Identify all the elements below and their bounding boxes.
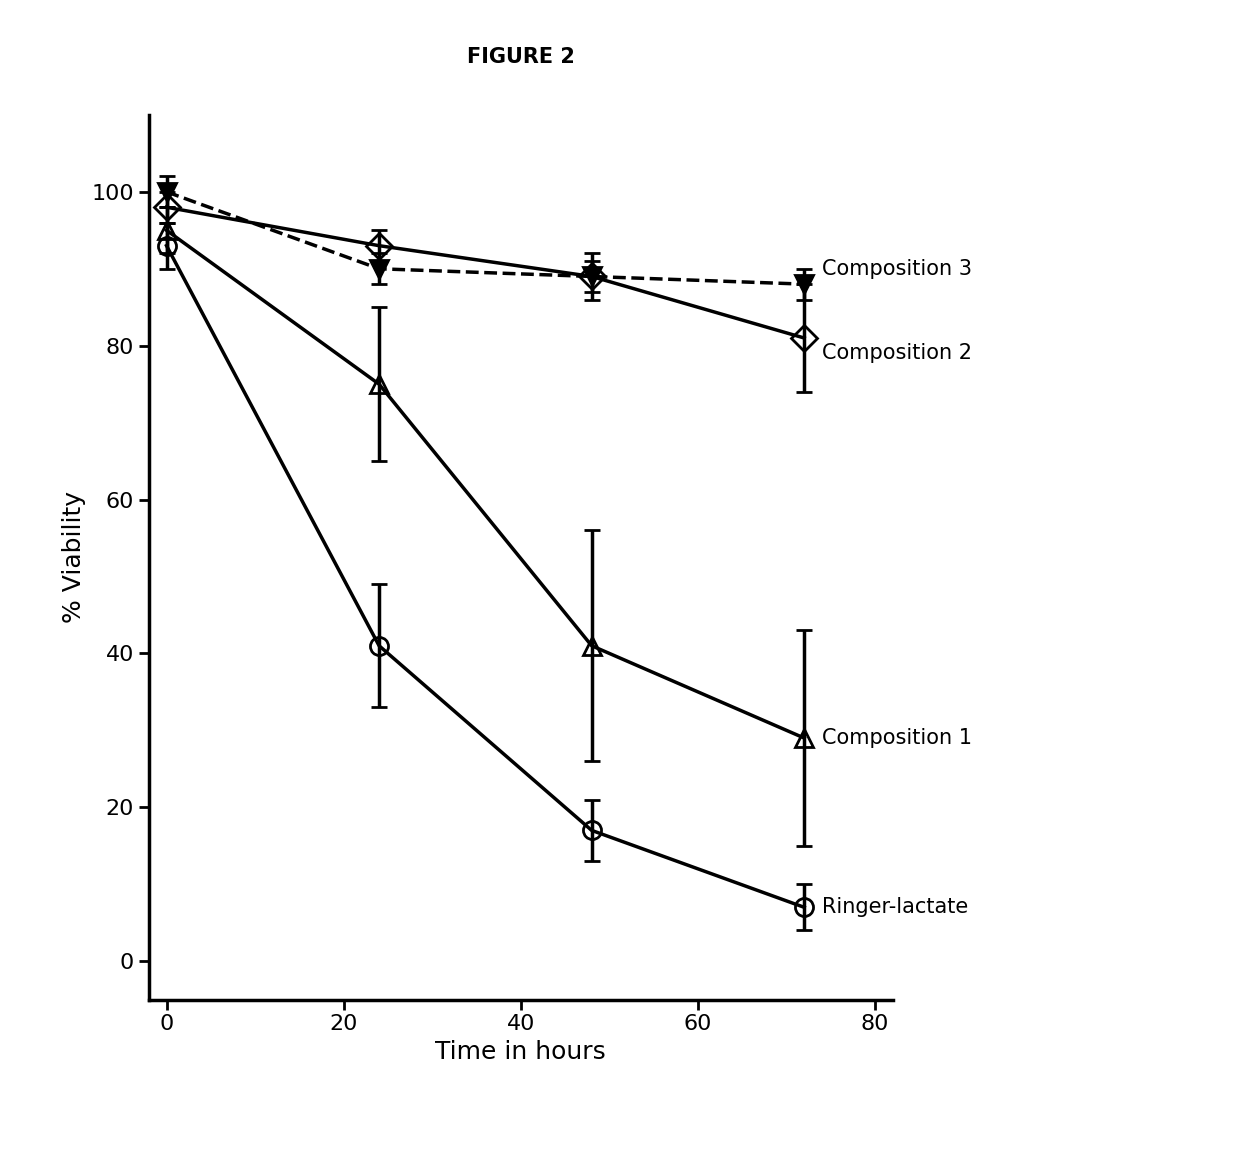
Text: FIGURE 2: FIGURE 2 — [467, 47, 574, 68]
Y-axis label: % Viability: % Viability — [62, 492, 86, 623]
Text: Composition 2: Composition 2 — [822, 344, 972, 363]
Text: Composition 1: Composition 1 — [822, 728, 972, 748]
Text: Composition 3: Composition 3 — [822, 259, 972, 279]
X-axis label: Time in hours: Time in hours — [435, 1040, 606, 1064]
Text: Ringer-lactate: Ringer-lactate — [822, 897, 968, 917]
